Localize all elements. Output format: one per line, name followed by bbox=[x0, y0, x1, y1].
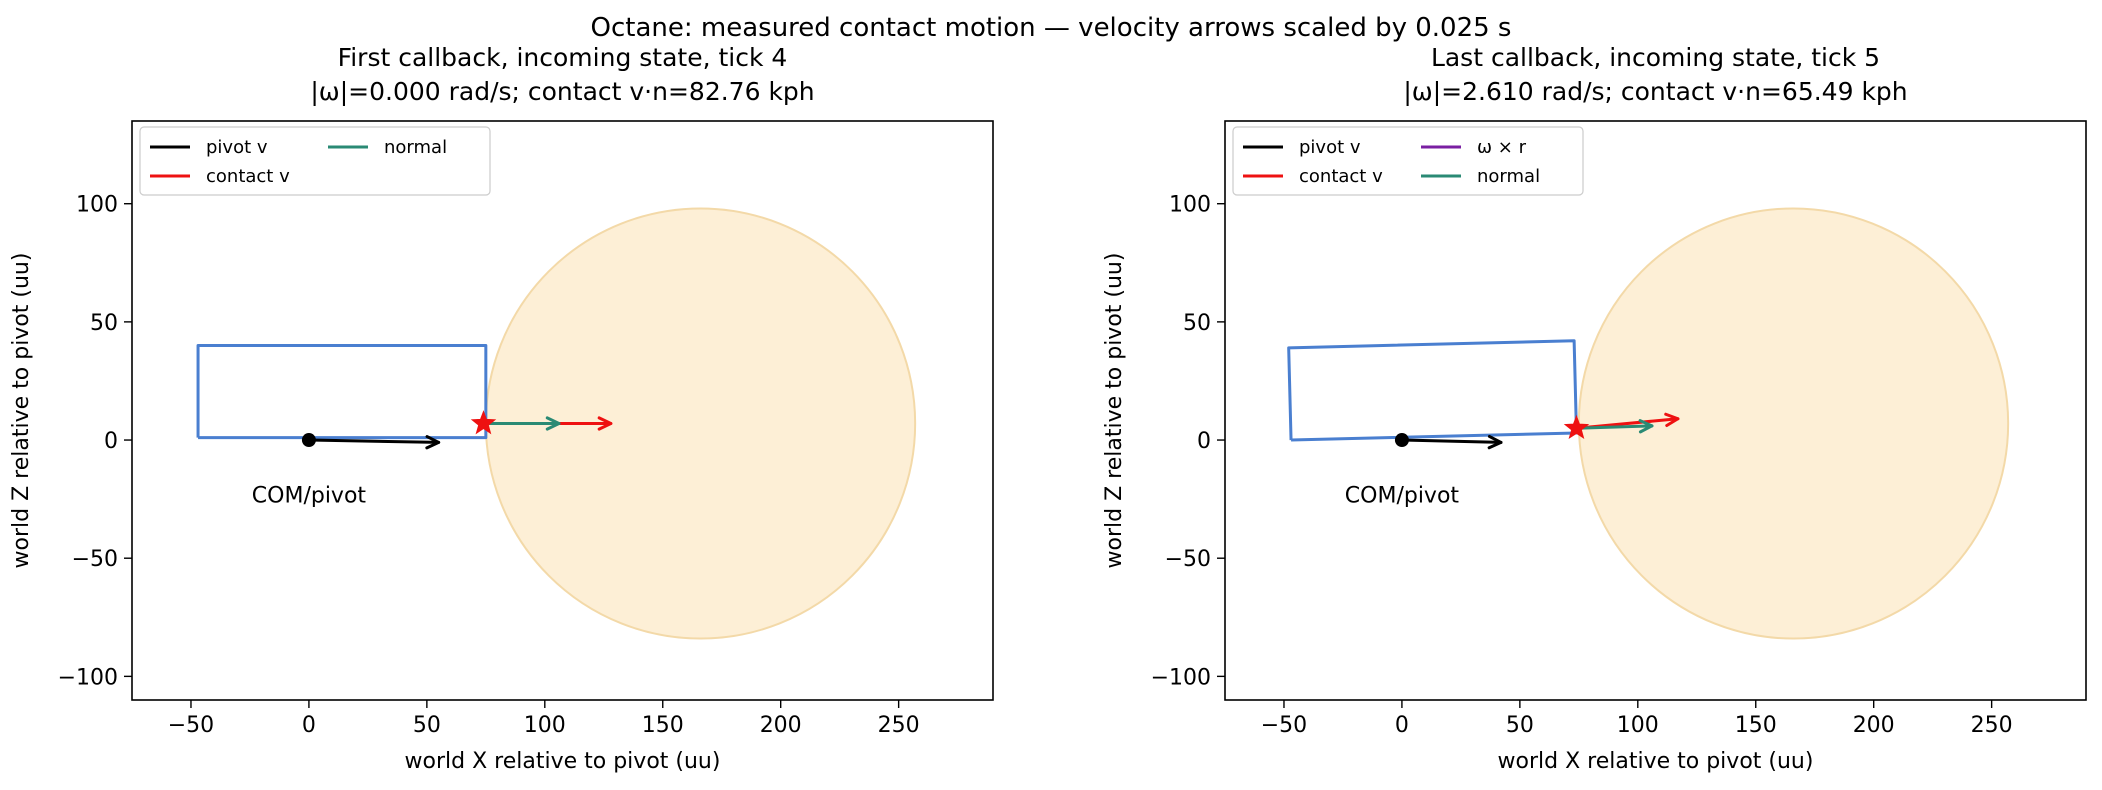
plot-area: COM/pivot bbox=[1287, 207, 2010, 640]
figure-suptitle: Octane: measured contact motion — veloci… bbox=[591, 13, 1512, 43]
pivot-marker bbox=[301, 433, 316, 448]
arrow-contact-v-head bbox=[1664, 412, 1680, 427]
plot-area: COM/pivot bbox=[196, 207, 917, 640]
arrow-contact-v-head bbox=[597, 416, 613, 431]
arrow-normal-shaft bbox=[1574, 424, 1654, 430]
x-axis-label: world X relative to pivot (uu) bbox=[1498, 749, 1814, 774]
car-body-outline bbox=[1287, 339, 1578, 442]
legend-label-r: ω × r bbox=[1477, 137, 1527, 158]
chart-subtitle: |ω|=0.000 rad/s; contact v·n=82.76 kph bbox=[310, 77, 814, 106]
legend-box bbox=[139, 126, 491, 196]
pivot-label: COM/pivot bbox=[252, 483, 367, 508]
legend-box bbox=[1232, 126, 1584, 196]
pivot-label: COM/pivot bbox=[1345, 483, 1460, 508]
x-tick-label: 150 bbox=[1735, 713, 1777, 738]
arrow-pivot-v bbox=[307, 435, 441, 450]
arrow-pivot-v-head bbox=[425, 435, 441, 450]
x-tick-label: 0 bbox=[1395, 713, 1409, 738]
y-tick-label: −100 bbox=[58, 665, 118, 690]
pivot-marker bbox=[1394, 433, 1409, 448]
x-tick-label: 0 bbox=[302, 713, 316, 738]
subplot-first-callback: First callback, incoming state, tick 4 |ω… bbox=[9, 43, 994, 774]
x-tick-label: 150 bbox=[642, 713, 684, 738]
y-tick-label: 0 bbox=[1197, 429, 1211, 454]
y-tick-label: −50 bbox=[1165, 547, 1211, 572]
x-tick-label: 100 bbox=[524, 713, 566, 738]
chart-title: First callback, incoming state, tick 4 bbox=[338, 43, 788, 72]
x-tick-label: −50 bbox=[168, 713, 214, 738]
contact-point-marker bbox=[1563, 414, 1590, 440]
legend-label-normal: normal bbox=[384, 137, 447, 158]
x-tick-label: 200 bbox=[1853, 713, 1895, 738]
y-tick-label: 100 bbox=[76, 193, 118, 218]
y-tick-label: 50 bbox=[1183, 311, 1211, 336]
axes-frame bbox=[131, 120, 994, 701]
y-axis-label: world Z relative to pivot (uu) bbox=[9, 253, 34, 569]
x-tick-label: −50 bbox=[1261, 713, 1307, 738]
y-tick-label: 0 bbox=[104, 429, 118, 454]
legend: pivot v contact v ω × r normal bbox=[1232, 126, 1584, 196]
y-axis-label: world Z relative to pivot (uu) bbox=[1102, 253, 1127, 569]
axes-frame bbox=[1224, 120, 2087, 701]
y-tick-label: 100 bbox=[1169, 193, 1211, 218]
subplot-last-callback: Last callback, incoming state, tick 5 |ω|… bbox=[1102, 43, 2087, 774]
x-tick-label: 100 bbox=[1617, 713, 1659, 738]
x-tick-label: 250 bbox=[878, 713, 920, 738]
arrow-pivot-v-shaft bbox=[307, 438, 441, 444]
arrow-normal bbox=[1574, 419, 1654, 434]
y-tick-label: 50 bbox=[90, 311, 118, 336]
x-axis-label: world X relative to pivot (uu) bbox=[405, 749, 721, 774]
legend-label-contact-v: contact v bbox=[1299, 166, 1383, 187]
chart-title: Last callback, incoming state, tick 5 bbox=[1431, 43, 1880, 72]
legend-label-pivot-v: pivot v bbox=[1299, 137, 1361, 158]
x-tick-label: 50 bbox=[413, 713, 441, 738]
arrow-pivot-v bbox=[1400, 434, 1503, 450]
legend-label-contact-v: contact v bbox=[206, 166, 290, 187]
x-tick-label: 50 bbox=[1506, 713, 1534, 738]
car-body-outline bbox=[196, 344, 488, 440]
chart-subtitle: |ω|=2.610 rad/s; contact v·n=65.49 kph bbox=[1403, 77, 1907, 106]
contact-point-marker bbox=[470, 410, 497, 435]
arrow-normal bbox=[481, 416, 561, 431]
arrow-normal-head bbox=[1638, 419, 1654, 434]
arrow-pivot-v-head bbox=[1487, 434, 1503, 450]
legend: pivot v contact v normal bbox=[139, 126, 491, 196]
legend-label-normal: normal bbox=[1477, 166, 1540, 187]
y-tick-label: −50 bbox=[72, 547, 118, 572]
x-tick-label: 200 bbox=[760, 713, 802, 738]
arrow-pivot-v-shaft bbox=[1400, 438, 1503, 444]
x-tick-label: 250 bbox=[1971, 713, 2013, 738]
legend-label-pivot-v: pivot v bbox=[206, 137, 268, 158]
y-tick-label: −100 bbox=[1151, 665, 1211, 690]
arrow-normal-head bbox=[545, 416, 561, 431]
